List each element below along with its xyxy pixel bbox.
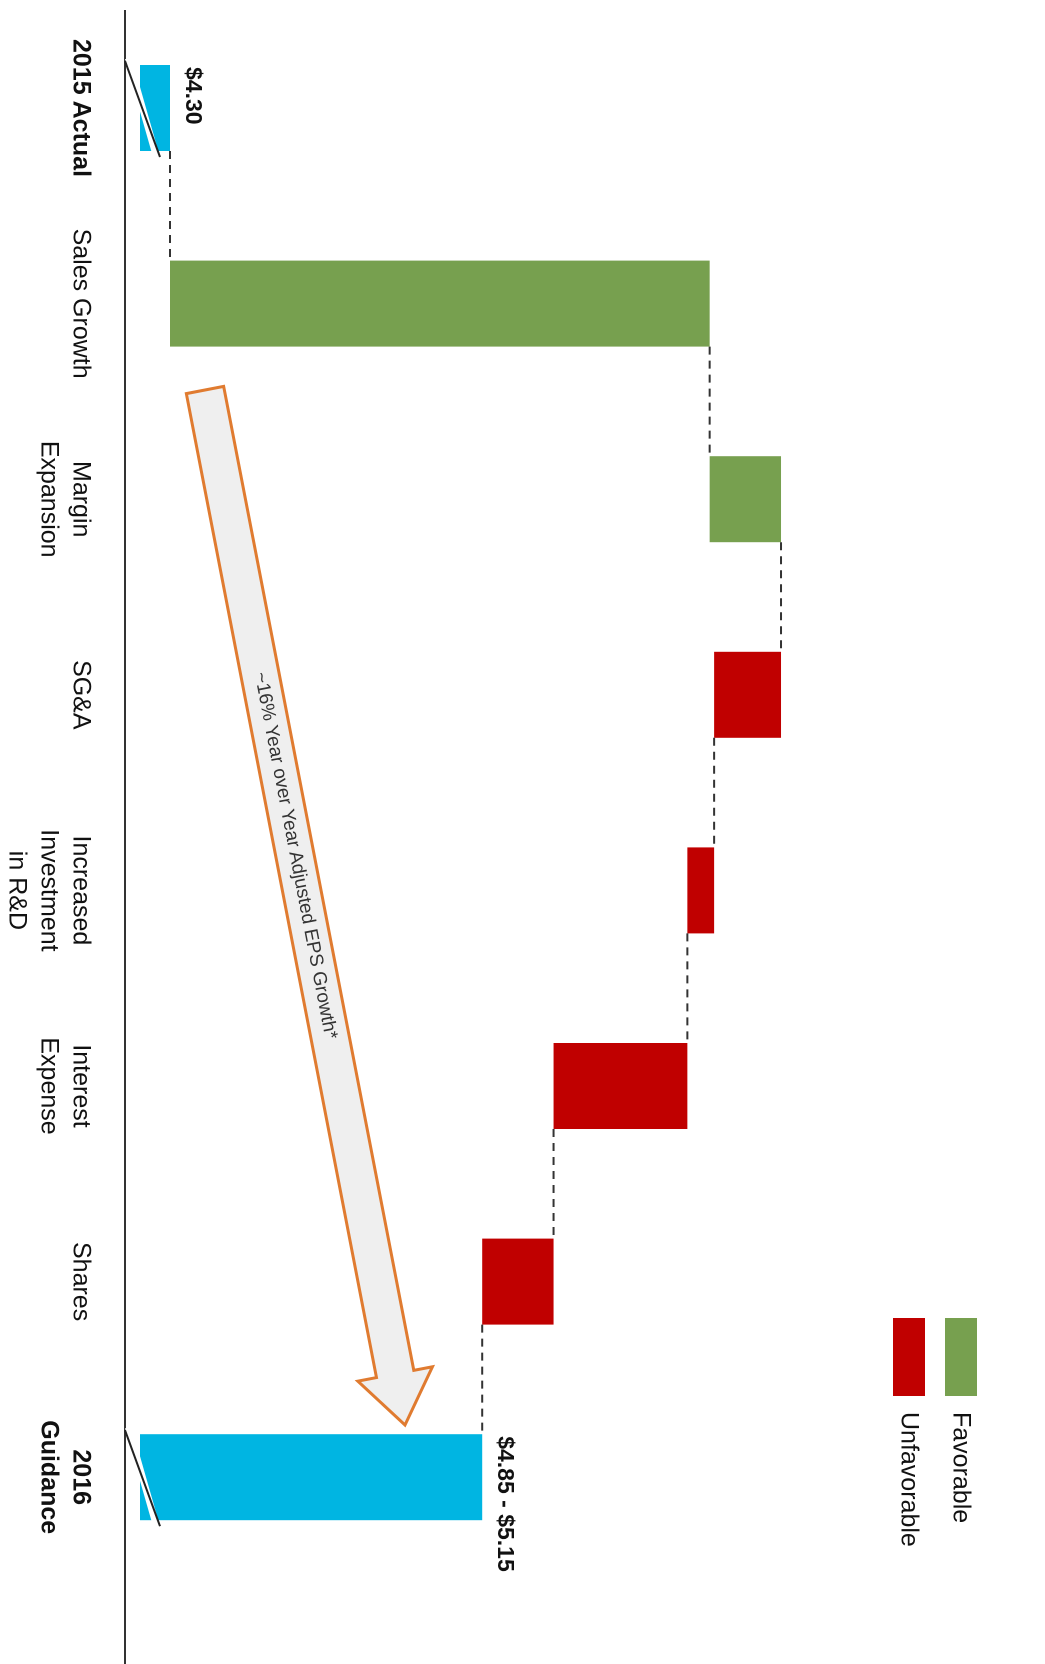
value-label: $4.85 - $5.15: [493, 1436, 519, 1572]
bar: [709, 456, 782, 543]
category-label: Margin: [67, 461, 95, 537]
category-label: 2016: [67, 1449, 95, 1505]
legend-label: Favorable: [947, 1412, 975, 1523]
axis-break-line: [124, 1429, 161, 1527]
annotation: ~16% Year over Year Adjusted EPS Growth*: [250, 670, 342, 1041]
category-label: Expansion: [35, 441, 63, 558]
legend-swatch: [893, 1318, 925, 1396]
legend-label: Unfavorable: [895, 1412, 923, 1547]
category-label: Increased: [67, 836, 95, 946]
value-label: $4.30: [181, 67, 207, 125]
category-label: Expense: [35, 1037, 63, 1134]
category-label: Sales Growth: [67, 229, 95, 379]
category-label: Investment: [35, 829, 63, 951]
bar: [140, 1434, 483, 1521]
category-label: in R&D: [3, 851, 31, 930]
bar: [553, 1043, 688, 1129]
bar: [687, 847, 715, 934]
annotation-arrow: [184, 384, 436, 1428]
category-label: Shares: [67, 1242, 95, 1321]
category-label: Interest: [67, 1044, 95, 1127]
axis-break-line: [124, 60, 161, 158]
bar: [482, 1238, 554, 1325]
category-label: 2015 Actual: [67, 39, 95, 177]
bar: [714, 651, 782, 738]
category-label: SG&A: [67, 660, 95, 730]
legend-swatch: [945, 1318, 977, 1396]
bar: [170, 260, 710, 347]
category-label: Guidance: [35, 1420, 63, 1534]
